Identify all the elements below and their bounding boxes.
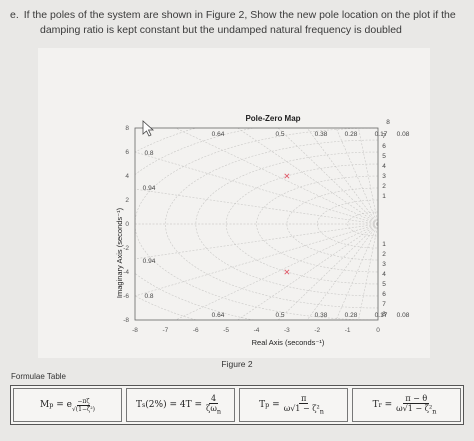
grid-label: 8 xyxy=(386,119,390,126)
question-line-1: If the poles of the system are shown in … xyxy=(23,9,456,21)
pole-marker xyxy=(284,269,290,275)
cursor-icon xyxy=(142,120,155,137)
tick-labels: -8 -7 -6 -5 -4 -3 -2 -1 0 -8 -6 -4 -2 0 2 4 6 8 xyxy=(123,125,380,334)
grid-labels: 0.64 0.5 0.38 0.28 0.17 0.08 0.64 0.5 0.38 0.28 0.… xyxy=(143,119,410,319)
x-tick-label: -1 xyxy=(345,327,351,334)
damping-ray xyxy=(174,128,378,225)
damping-grid xyxy=(135,128,378,320)
x-tick-label: -4 xyxy=(254,327,260,334)
grid-label: 0.8 xyxy=(144,150,153,157)
damping-ray xyxy=(277,223,378,320)
wn-arc xyxy=(286,187,378,261)
pole-zero-plot: Pole-Zero Map -8 -7 -6 -5 -4 -3 -2 -1 0 -8 -6 -4 -2 0… xyxy=(115,114,410,347)
grid-label: 6 xyxy=(382,291,386,298)
x-tick-label: -6 xyxy=(193,327,199,334)
grid-label: 0.08 xyxy=(397,131,410,138)
grid-label: 6 xyxy=(382,143,386,150)
x-tick-label: -5 xyxy=(223,327,229,334)
axes-box xyxy=(134,127,379,321)
grid-label: 3 xyxy=(382,173,386,180)
grid-label: 7 xyxy=(382,301,386,308)
grid-label: 5 xyxy=(382,153,386,160)
grid-label: 0.17 xyxy=(375,131,388,138)
grid-label: 0.5 xyxy=(275,131,284,138)
grid-label: 0.64 xyxy=(212,131,225,138)
wn-arc xyxy=(317,199,378,249)
grid-label: 1 xyxy=(382,193,386,200)
x-tick-label: -8 xyxy=(132,327,138,334)
grid-label: 0.94 xyxy=(143,258,156,265)
damping-ray xyxy=(335,223,378,320)
x-tick-label: 0 xyxy=(376,327,380,334)
poles xyxy=(284,173,290,275)
y-tick-label: -2 xyxy=(123,245,129,252)
grid-label: 2 xyxy=(382,251,386,258)
grid-label: 0.94 xyxy=(143,185,156,192)
damping-ray xyxy=(135,223,378,260)
damping-ray xyxy=(335,128,378,225)
pole-marker xyxy=(284,173,290,179)
damping-ray xyxy=(174,223,378,320)
damping-ray xyxy=(306,128,378,225)
grid-label: 8 xyxy=(382,311,386,318)
grid-label: 0.17 xyxy=(375,312,388,319)
damping-ray xyxy=(135,223,378,297)
y-tick-label: -8 xyxy=(123,317,129,324)
x-tick-label: -3 xyxy=(284,327,290,334)
grid-label: 0.28 xyxy=(345,312,358,319)
y-tick-label: 8 xyxy=(125,125,129,132)
formulae-table-label: Formulae Table xyxy=(11,372,66,381)
grid-label: 5 xyxy=(382,281,386,288)
x-tick-label: -2 xyxy=(314,327,320,334)
question-label: e. xyxy=(10,9,19,21)
y-tick-label: 2 xyxy=(125,197,129,204)
grid-label: 0.28 xyxy=(345,131,358,138)
figure-caption: Figure 2 xyxy=(221,359,253,369)
grid-label: 0.5 xyxy=(275,312,284,319)
damping-ray xyxy=(135,188,378,225)
grid-label: 4 xyxy=(382,271,386,278)
x-axis-label: Real Axis (seconds⁻¹) xyxy=(252,338,325,347)
grid-label: 7 xyxy=(382,133,386,140)
damping-ray xyxy=(277,128,378,225)
y-tick-label: -4 xyxy=(123,269,129,276)
question-line-2: damping ratio is kept constant but the u… xyxy=(40,24,402,36)
grid-label: 0.8 xyxy=(144,293,153,300)
grid-label: 3 xyxy=(382,261,386,268)
damping-ray xyxy=(237,128,378,225)
y-tick-label: 6 xyxy=(125,149,129,156)
y-tick-label: 0 xyxy=(125,221,129,228)
damping-ray xyxy=(306,223,378,320)
grid-label: 1 xyxy=(382,241,386,248)
grid-label: 0.64 xyxy=(212,312,225,319)
x-tick-label: -7 xyxy=(162,327,168,334)
damping-ray xyxy=(237,223,378,320)
grid-label: 4 xyxy=(382,163,386,170)
y-tick-label: 4 xyxy=(125,173,129,180)
grid-label: 0.38 xyxy=(315,312,328,319)
y-tick-label: -6 xyxy=(123,293,129,300)
grid-label: 2 xyxy=(382,183,386,190)
chart-title: Pole-Zero Map xyxy=(245,114,300,123)
grid-label: 0.08 xyxy=(397,312,410,319)
figure-panel: Pole-Zero Map -8 -7 -6 -5 -4 -3 -2 -1 0 -8 -6 -4 -2 0… xyxy=(38,48,430,358)
question-text: e. If the poles of the system are shown i… xyxy=(10,8,465,38)
damping-ray xyxy=(135,151,378,225)
grid-label: 0.38 xyxy=(315,131,328,138)
y-axis-label: Imaginary Axis (seconds⁻¹) xyxy=(115,207,124,298)
